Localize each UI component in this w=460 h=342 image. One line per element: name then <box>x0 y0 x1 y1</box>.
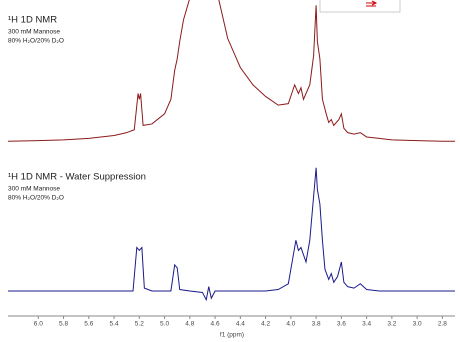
spectrum-line <box>8 167 455 302</box>
x-tick-label: 4.6 <box>211 321 220 328</box>
x-tick-label: 6.0 <box>34 321 43 328</box>
x-axis-label: f1 (ppm) <box>220 332 244 339</box>
x-tick-label: 4.2 <box>261 321 270 328</box>
x-tick-label: 3.4 <box>362 321 371 328</box>
subtitle: 300 mM Mannose <box>8 29 60 36</box>
x-tick-label: 3.6 <box>337 321 346 328</box>
subtitle: 300 mM Mannose <box>8 186 60 193</box>
subtitle: 80% H₂O/20% D₂O <box>8 38 64 45</box>
spectrum-line <box>7 0 455 142</box>
chart-title: ¹H 1D NMR <box>8 15 57 26</box>
x-tick-label: 5.8 <box>59 321 68 328</box>
toolbar-icon[interactable] <box>366 0 378 7</box>
x-tick-label: 3.2 <box>387 321 396 328</box>
x-tick-label: 5.4 <box>110 321 119 328</box>
x-tick-label: 3.8 <box>312 321 321 328</box>
toolbar-box <box>319 0 401 13</box>
chart-title: ¹H 1D NMR - Water Suppression <box>8 172 146 183</box>
x-tick-label: 4.4 <box>236 321 245 328</box>
x-tick-label: 5.2 <box>135 321 144 328</box>
x-tick-label: 3.0 <box>413 321 422 328</box>
x-tick-label: 4.8 <box>185 321 194 328</box>
subtitle: 80% H₂O/20% D₂O <box>8 195 64 202</box>
x-tick-label: 5.6 <box>84 321 93 328</box>
x-tick-label: 4.0 <box>286 321 295 328</box>
x-tick-label: 2.8 <box>438 321 447 328</box>
x-tick-label: 5.0 <box>160 321 169 328</box>
